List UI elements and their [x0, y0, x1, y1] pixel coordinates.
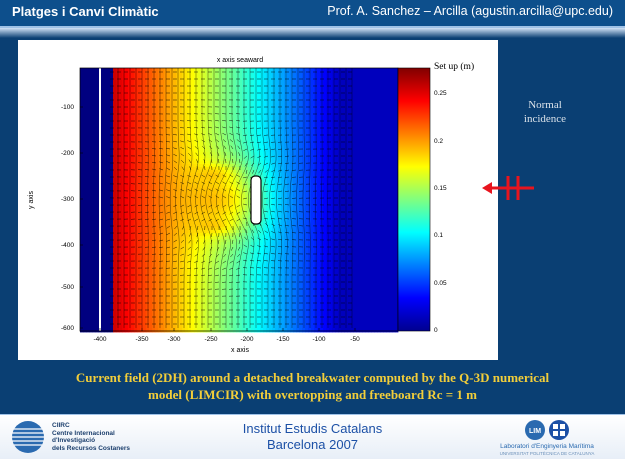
- ciirc-logo: CIIRC Centre Internacional d'Investigaci…: [10, 419, 160, 455]
- figure-caption: Current field (2DH) around a detached br…: [10, 369, 615, 403]
- breakwater: [250, 175, 262, 225]
- x-tick-label: -100: [312, 336, 325, 343]
- caption-line2: model (LIMCIR) with overtopping and free…: [148, 387, 477, 402]
- colorbar-tick-label: 0.25: [434, 90, 447, 97]
- institution-name: Institut Estudis Catalans: [242, 421, 383, 436]
- lim-logo-text: Laboratori d'Enginyeria Marítima: [500, 443, 594, 450]
- y-tick-label: -400: [61, 242, 74, 249]
- x-tick-label: -300: [167, 336, 180, 343]
- incidence-note-line2: incidence: [523, 113, 567, 125]
- x-tick-label: -50: [350, 336, 360, 343]
- header-gradient-band: [0, 28, 625, 38]
- institution: Institut Estudis Catalans Barcelona 2007: [200, 421, 425, 453]
- colorbar: [397, 67, 431, 332]
- wave-direction-arrow-icon: [482, 176, 534, 200]
- x-tick-label: -150: [276, 336, 289, 343]
- colorbar-tick-label: 0: [434, 327, 438, 334]
- y-tick-labels: -100 -200 -300 -400 -500 -600: [61, 104, 74, 332]
- caption-line1: Current field (2DH) around a detached br…: [75, 370, 550, 385]
- figure-canvas: x axis seaward x axis y axis -400 -350 -…: [28, 57, 474, 354]
- institution-place-year: Barcelona 2007: [266, 437, 359, 452]
- y-tick-label: -500: [61, 284, 74, 291]
- globe-icon: [12, 421, 44, 453]
- y-tick-label: -300: [61, 196, 74, 203]
- y-axis-label: y axis: [28, 191, 35, 209]
- colorbar-title: Set up (m): [434, 61, 474, 72]
- lim-upc-emblem-icon: LIM: [525, 420, 569, 440]
- y-tick-label: -200: [61, 150, 74, 157]
- lim-logo: LIM Laboratori d'Enginyeria Marítima UNI…: [477, 419, 617, 457]
- incidence-note: Normal incidence: [502, 98, 588, 126]
- x-tick-label: -400: [93, 336, 106, 343]
- incidence-note-line1: Normal: [528, 99, 562, 111]
- x-tick-label: -350: [135, 336, 148, 343]
- author-line: Prof. A. Sanchez – Arcilla (agustin.arci…: [327, 4, 613, 18]
- plot-area: [80, 68, 399, 333]
- colorbar-ticks: 0.25 0.2 0.15 0.1 0.05 0: [434, 90, 447, 334]
- lim-logo-subtext: UNIVERSITAT POLITÈCNICA DE CATALUNYA: [499, 451, 595, 456]
- course-title: Platges i Canvi Climàtic: [12, 4, 159, 19]
- x-tick-labels: -400 -350 -300 -250 -200 -150 -100 -50: [93, 336, 360, 343]
- figure-title: x axis seaward: [217, 57, 263, 64]
- setup-figure: x axis seaward x axis y axis -400 -350 -…: [18, 40, 498, 360]
- colorbar-tick-label: 0.1: [434, 232, 443, 239]
- x-tick-label: -250: [204, 336, 217, 343]
- colorbar-tick-label: 0.15: [434, 185, 447, 192]
- x-tick-label: -200: [240, 336, 253, 343]
- y-tick-label: -100: [61, 104, 74, 111]
- footer: CIIRC Centre Internacional d'Investigaci…: [0, 414, 625, 459]
- x-axis-label: x axis: [231, 347, 249, 354]
- header-bar: Platges i Canvi Climàtic Prof. A. Sanche…: [0, 0, 625, 28]
- y-tick-label: -600: [61, 325, 74, 332]
- ciirc-logo-text: CIIRC Centre Internacional d'Investigaci…: [52, 422, 131, 452]
- colorbar-tick-label: 0.2: [434, 138, 443, 145]
- colorbar-tick-label: 0.05: [434, 280, 447, 287]
